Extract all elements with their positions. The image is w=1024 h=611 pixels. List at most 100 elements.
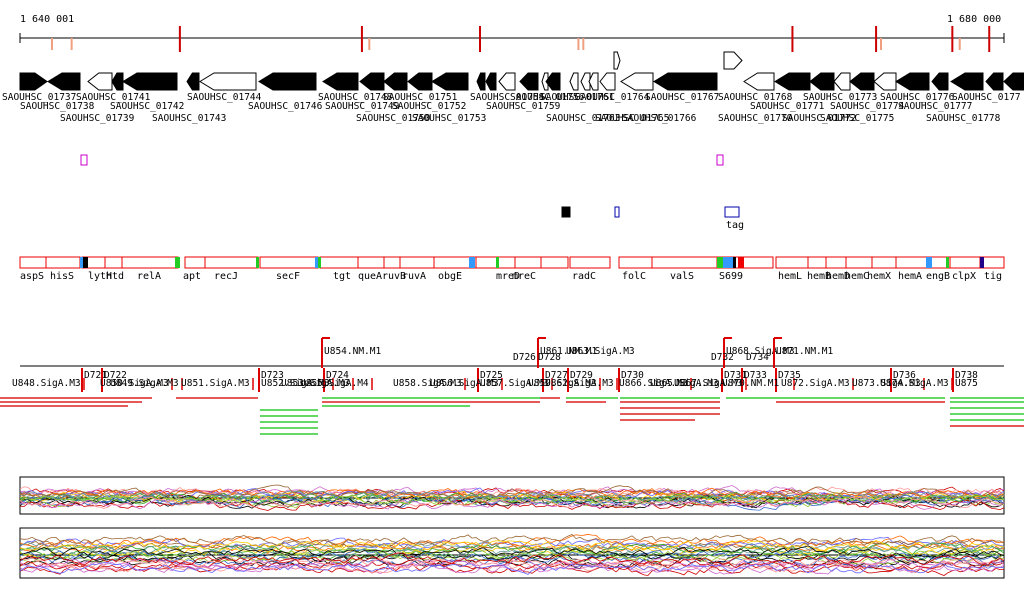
operon-label: queA — [358, 271, 382, 282]
tu-terminator-label: D735 — [778, 370, 801, 381]
operon-box — [949, 256, 981, 269]
tu-terminator-label: D727 — [545, 370, 568, 381]
tu-terminator-label: D731 — [724, 370, 747, 381]
tu-promoter-label: U850.SigA.M3 — [100, 378, 169, 389]
operon-label: relA — [137, 271, 161, 282]
operon-box — [121, 256, 179, 269]
gene-label: SAOUHSC_01744 — [187, 92, 262, 103]
gene-arrow — [111, 72, 124, 91]
gene-arrow — [613, 51, 621, 70]
tu-promoter-label: U872.SigA.M3 — [781, 378, 850, 389]
operon-label: hemX — [867, 271, 891, 282]
operon-label: recJ — [214, 271, 238, 282]
gene-arrow — [407, 72, 433, 91]
operon-box — [204, 256, 259, 269]
operon-color-mark — [175, 257, 180, 268]
gene-arrow — [199, 72, 257, 91]
operon-color-mark — [738, 257, 744, 268]
tu-promoter-label: U856.SigA.M3 — [430, 378, 499, 389]
expression-profile-line — [19, 544, 1005, 558]
tu-promoter-label: U849.SigA.M3 — [110, 378, 179, 389]
operon-box — [514, 256, 542, 269]
gene-arrow — [498, 72, 516, 91]
expression-profile-line — [19, 493, 1005, 506]
tu-upper-label: D728 — [538, 352, 561, 363]
operon-label: apt — [183, 271, 201, 282]
expression-profile-line — [19, 562, 1005, 575]
gene-arrow — [985, 72, 1004, 91]
operon-label: folC — [622, 271, 646, 282]
gene-arrow — [476, 72, 486, 91]
gene-arrow — [258, 72, 317, 91]
gene-arrow — [950, 72, 984, 91]
expression-profile-line — [19, 490, 1005, 504]
expression-profile-line — [19, 494, 1005, 509]
gene-label: SAOUHSC_01770 — [718, 113, 793, 124]
operon-box — [871, 256, 897, 269]
operon-box — [895, 256, 929, 269]
operon-label: radC — [572, 271, 596, 282]
operon-color-mark — [469, 257, 475, 268]
operon-label: aspS — [20, 271, 44, 282]
operon-label: ruvB — [382, 271, 406, 282]
expression-profile-line — [19, 554, 1005, 568]
gene-label: SAOUHSC_01759 — [486, 101, 561, 112]
expression-profile-line — [19, 496, 1005, 509]
operon-color-mark — [733, 257, 736, 268]
gene-label: SAOUHSC_01746 — [248, 101, 323, 112]
tu-promoter-label: U851.SigA.M3 — [181, 378, 250, 389]
operon-box — [357, 256, 385, 269]
gene-arrow — [1003, 72, 1024, 91]
tu-upper-label: D726 — [513, 352, 536, 363]
gene-label: SAOUHSC_01777 — [898, 101, 972, 112]
expression-track — [19, 476, 1005, 579]
tu-promoter-label: U870.NM.M1 — [722, 378, 779, 389]
expression-profile-line — [20, 555, 1005, 569]
tag-box — [724, 206, 740, 218]
operon-box — [825, 256, 847, 269]
operon-label: hisS — [50, 271, 74, 282]
operon-label: hemB — [807, 271, 831, 282]
gene-arrow — [774, 72, 811, 91]
operon-box — [184, 256, 206, 269]
expression-profile-line — [19, 557, 1005, 570]
operon-label: mreC — [512, 271, 536, 282]
ruler-start-label: 1 640 001 — [20, 14, 74, 25]
expression-profile-line — [19, 536, 1005, 550]
gene-arrow — [620, 72, 654, 91]
tu-promoter-label: U862.SigA.M3 — [545, 378, 614, 389]
operon-label: S699 — [719, 271, 743, 282]
operon-box — [775, 256, 809, 269]
operon-box — [475, 256, 516, 269]
gene-arrow — [569, 72, 579, 91]
expression-profile-line — [19, 552, 1005, 566]
gene-arrow — [873, 72, 897, 91]
gene-label: SAOUHSC_01737 — [2, 92, 76, 103]
gene-track: SAOUHSC_01737SAOUHSC_01738SAOUHSC_01739S… — [2, 51, 1024, 124]
gene-label: SAOUHSC_01752 — [392, 101, 466, 112]
tu-upper-label: U863.SigA.M3 — [566, 346, 635, 357]
tu-promoter-label: U853.SigA.M3 — [281, 378, 350, 389]
expression-profile-line — [19, 558, 1005, 572]
gene-label: SAOUHSC_01764 — [575, 92, 650, 103]
gene-arrow — [653, 72, 718, 91]
tu-promoter-label: U867.SigA.M3 — [674, 378, 743, 389]
gene-label: SAOUHSC_01776 — [880, 92, 955, 103]
tu-promoter-label: U874.SigA.M3 — [880, 378, 949, 389]
operon-color-mark — [980, 257, 984, 268]
gene-arrow — [519, 72, 539, 91]
expression-profile-line — [19, 533, 1005, 549]
gene-label: SAOUHSC_01738 — [20, 101, 95, 112]
tu-upper-label: U861.NM.M1 — [540, 346, 597, 357]
gene-arrow — [545, 72, 561, 91]
tu-upper-label: U868.SigA.M3 — [726, 346, 795, 357]
expression-profile-line — [19, 549, 1005, 563]
gene-arrow — [588, 72, 599, 91]
gene-label: SAOUHSC_01766 — [622, 113, 697, 124]
tu-upper-label: D732 — [711, 352, 734, 363]
tu-terminator-label: D733 — [744, 370, 767, 381]
tu-upper-label: U854.NM.M1 — [324, 346, 381, 357]
tu-terminator-label: D722 — [104, 370, 127, 381]
gene-label: SAOUHSC_01751 — [383, 92, 458, 103]
